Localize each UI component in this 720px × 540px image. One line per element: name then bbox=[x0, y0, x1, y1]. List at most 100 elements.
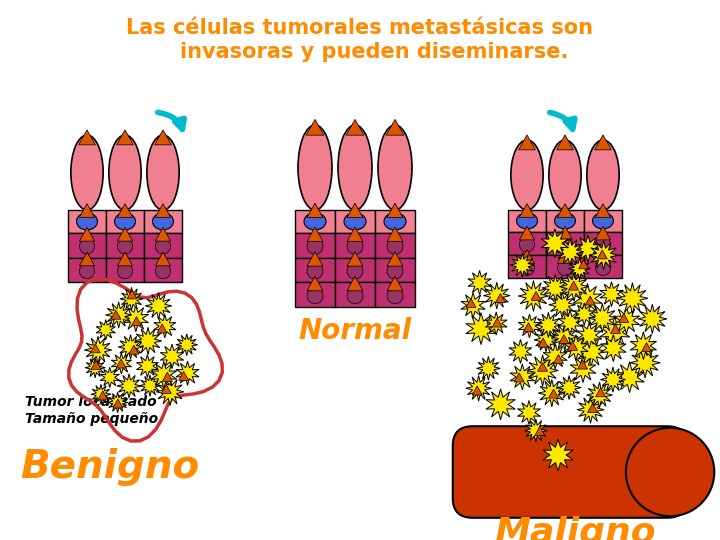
Polygon shape bbox=[570, 355, 596, 383]
Polygon shape bbox=[567, 341, 577, 350]
Polygon shape bbox=[163, 372, 172, 381]
Ellipse shape bbox=[76, 213, 97, 230]
Polygon shape bbox=[139, 375, 161, 396]
Bar bbox=[335, 233, 375, 258]
Polygon shape bbox=[79, 252, 94, 266]
Polygon shape bbox=[145, 293, 172, 319]
Circle shape bbox=[557, 237, 572, 252]
Polygon shape bbox=[137, 355, 158, 377]
Polygon shape bbox=[630, 348, 660, 378]
Bar bbox=[584, 210, 622, 232]
Polygon shape bbox=[179, 372, 189, 380]
Polygon shape bbox=[123, 305, 148, 332]
Polygon shape bbox=[519, 204, 534, 217]
Bar bbox=[508, 232, 546, 255]
Polygon shape bbox=[347, 203, 363, 218]
Polygon shape bbox=[387, 252, 403, 266]
Polygon shape bbox=[116, 359, 126, 368]
Circle shape bbox=[347, 238, 363, 254]
Polygon shape bbox=[135, 327, 162, 355]
Polygon shape bbox=[543, 439, 573, 471]
Polygon shape bbox=[176, 361, 199, 385]
Bar bbox=[546, 210, 584, 232]
Polygon shape bbox=[642, 342, 652, 352]
Polygon shape bbox=[518, 401, 541, 424]
Bar bbox=[546, 255, 584, 279]
Polygon shape bbox=[595, 135, 611, 150]
Circle shape bbox=[387, 263, 403, 279]
Polygon shape bbox=[307, 252, 323, 266]
Polygon shape bbox=[117, 252, 132, 266]
Polygon shape bbox=[387, 203, 403, 218]
Bar bbox=[106, 210, 144, 233]
Polygon shape bbox=[117, 227, 132, 241]
Polygon shape bbox=[155, 130, 171, 145]
Circle shape bbox=[519, 237, 534, 252]
Polygon shape bbox=[85, 357, 105, 378]
Polygon shape bbox=[176, 334, 198, 356]
Polygon shape bbox=[531, 292, 541, 300]
Circle shape bbox=[307, 263, 323, 279]
Ellipse shape bbox=[304, 213, 326, 230]
Bar bbox=[335, 282, 375, 307]
Bar bbox=[335, 258, 375, 282]
Polygon shape bbox=[524, 419, 547, 442]
Polygon shape bbox=[519, 226, 534, 240]
Bar bbox=[508, 255, 546, 279]
Polygon shape bbox=[535, 427, 545, 436]
Circle shape bbox=[626, 428, 714, 516]
Polygon shape bbox=[492, 318, 503, 327]
Polygon shape bbox=[518, 135, 536, 150]
Polygon shape bbox=[557, 249, 572, 264]
Polygon shape bbox=[120, 287, 143, 310]
Polygon shape bbox=[386, 119, 404, 135]
Polygon shape bbox=[587, 382, 613, 408]
Polygon shape bbox=[107, 392, 128, 413]
Ellipse shape bbox=[587, 140, 619, 210]
Polygon shape bbox=[466, 299, 476, 307]
Bar bbox=[106, 233, 144, 258]
Ellipse shape bbox=[511, 140, 543, 210]
Polygon shape bbox=[79, 227, 94, 241]
Circle shape bbox=[347, 288, 363, 304]
Polygon shape bbox=[161, 344, 184, 369]
Polygon shape bbox=[557, 226, 572, 240]
Bar bbox=[106, 258, 144, 282]
Polygon shape bbox=[595, 226, 611, 240]
Polygon shape bbox=[638, 304, 667, 334]
Polygon shape bbox=[618, 314, 629, 322]
Polygon shape bbox=[468, 271, 491, 295]
Ellipse shape bbox=[114, 213, 135, 230]
Circle shape bbox=[156, 264, 171, 279]
Polygon shape bbox=[598, 250, 607, 259]
Polygon shape bbox=[307, 276, 323, 291]
Polygon shape bbox=[585, 296, 595, 305]
Polygon shape bbox=[117, 130, 133, 145]
Polygon shape bbox=[161, 384, 171, 394]
Bar bbox=[375, 282, 415, 307]
Bar bbox=[68, 210, 106, 233]
Bar bbox=[144, 233, 182, 258]
Polygon shape bbox=[541, 274, 569, 301]
Bar bbox=[295, 233, 335, 258]
Bar bbox=[295, 210, 335, 233]
Bar bbox=[375, 258, 415, 282]
Polygon shape bbox=[554, 354, 564, 363]
Polygon shape bbox=[573, 284, 602, 314]
Polygon shape bbox=[90, 344, 100, 353]
Polygon shape bbox=[307, 203, 323, 218]
Text: invasoras y pueden diseminarse.: invasoras y pueden diseminarse. bbox=[151, 42, 569, 62]
Polygon shape bbox=[154, 314, 176, 338]
Polygon shape bbox=[466, 375, 492, 401]
Circle shape bbox=[117, 239, 132, 254]
Text: Tumor localizado: Tumor localizado bbox=[25, 395, 157, 409]
Polygon shape bbox=[477, 356, 500, 380]
Text: Tamaño pequeño: Tamaño pequeño bbox=[25, 412, 158, 426]
Circle shape bbox=[387, 238, 403, 254]
Polygon shape bbox=[510, 253, 535, 278]
Polygon shape bbox=[558, 310, 582, 335]
Bar bbox=[144, 210, 182, 233]
Polygon shape bbox=[78, 130, 95, 145]
Circle shape bbox=[557, 260, 572, 275]
Polygon shape bbox=[617, 282, 648, 314]
